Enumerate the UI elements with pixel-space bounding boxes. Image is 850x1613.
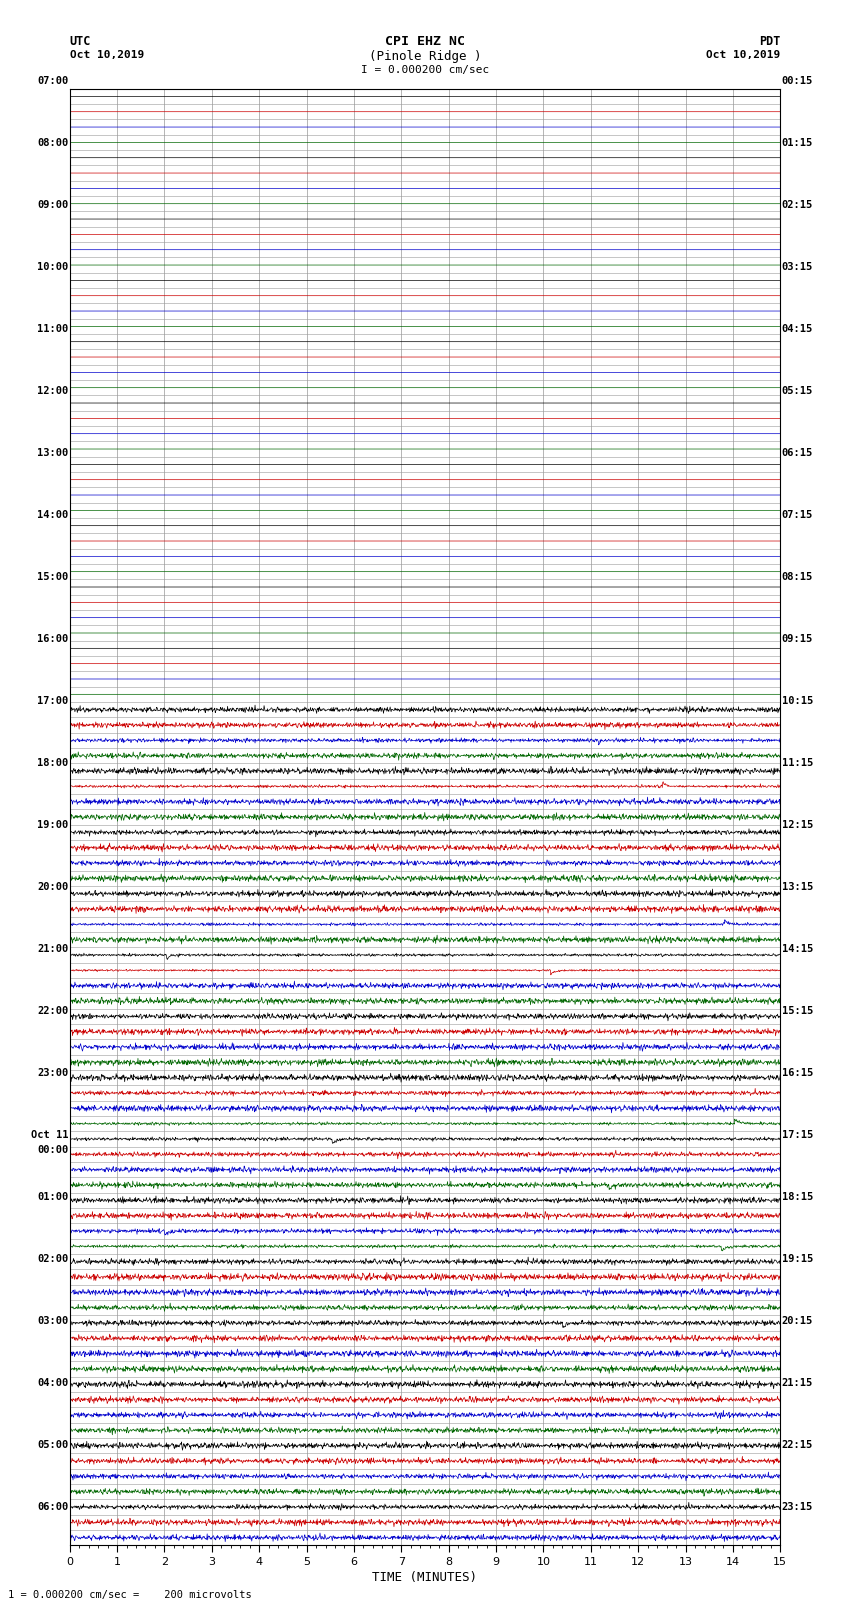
Text: 02:00: 02:00: [37, 1253, 68, 1263]
Text: I = 0.000200 cm/sec: I = 0.000200 cm/sec: [361, 65, 489, 74]
Text: 11:15: 11:15: [782, 758, 813, 768]
Text: 16:15: 16:15: [782, 1068, 813, 1077]
Text: 23:15: 23:15: [782, 1502, 813, 1511]
Text: 13:00: 13:00: [37, 448, 68, 458]
Text: 13:15: 13:15: [782, 882, 813, 892]
Text: (Pinole Ridge ): (Pinole Ridge ): [369, 50, 481, 63]
Text: 00:15: 00:15: [782, 76, 813, 85]
Text: 00:00: 00:00: [37, 1145, 68, 1155]
Text: 21:00: 21:00: [37, 944, 68, 953]
Text: 08:00: 08:00: [37, 139, 68, 148]
Text: 12:00: 12:00: [37, 386, 68, 395]
Text: 03:15: 03:15: [782, 261, 813, 273]
Text: 21:15: 21:15: [782, 1378, 813, 1387]
Text: 02:15: 02:15: [782, 200, 813, 210]
Text: 18:00: 18:00: [37, 758, 68, 768]
Text: 17:15: 17:15: [782, 1129, 813, 1140]
Text: 09:00: 09:00: [37, 200, 68, 210]
Text: 07:00: 07:00: [37, 76, 68, 85]
Text: 19:00: 19:00: [37, 819, 68, 829]
Text: CPI EHZ NC: CPI EHZ NC: [385, 35, 465, 48]
Text: 10:15: 10:15: [782, 695, 813, 706]
Text: 08:15: 08:15: [782, 573, 813, 582]
Text: 17:00: 17:00: [37, 695, 68, 706]
Text: PDT: PDT: [759, 35, 780, 48]
Text: 11:00: 11:00: [37, 324, 68, 334]
Text: 14:15: 14:15: [782, 944, 813, 953]
Text: 12:15: 12:15: [782, 819, 813, 829]
Text: 22:00: 22:00: [37, 1005, 68, 1016]
Text: 15:15: 15:15: [782, 1005, 813, 1016]
Text: 20:15: 20:15: [782, 1316, 813, 1326]
Text: UTC: UTC: [70, 35, 91, 48]
Text: 10:00: 10:00: [37, 261, 68, 273]
Text: 05:15: 05:15: [782, 386, 813, 395]
Text: 06:15: 06:15: [782, 448, 813, 458]
Text: 04:15: 04:15: [782, 324, 813, 334]
X-axis label: TIME (MINUTES): TIME (MINUTES): [372, 1571, 478, 1584]
Text: 16:00: 16:00: [37, 634, 68, 644]
Text: Oct 10,2019: Oct 10,2019: [70, 50, 144, 60]
Text: 06:00: 06:00: [37, 1502, 68, 1511]
Text: Oct 11: Oct 11: [31, 1129, 68, 1140]
Text: 1 = 0.000200 cm/sec =    200 microvolts: 1 = 0.000200 cm/sec = 200 microvolts: [8, 1590, 252, 1600]
Text: 15:00: 15:00: [37, 573, 68, 582]
Text: 22:15: 22:15: [782, 1439, 813, 1450]
Text: 19:15: 19:15: [782, 1253, 813, 1263]
Text: 04:00: 04:00: [37, 1378, 68, 1387]
Text: 07:15: 07:15: [782, 510, 813, 519]
Text: 05:00: 05:00: [37, 1439, 68, 1450]
Text: 03:00: 03:00: [37, 1316, 68, 1326]
Text: 09:15: 09:15: [782, 634, 813, 644]
Text: Oct 10,2019: Oct 10,2019: [706, 50, 780, 60]
Text: 01:00: 01:00: [37, 1192, 68, 1202]
Text: 20:00: 20:00: [37, 882, 68, 892]
Text: 14:00: 14:00: [37, 510, 68, 519]
Text: 18:15: 18:15: [782, 1192, 813, 1202]
Text: 23:00: 23:00: [37, 1068, 68, 1077]
Text: 01:15: 01:15: [782, 139, 813, 148]
